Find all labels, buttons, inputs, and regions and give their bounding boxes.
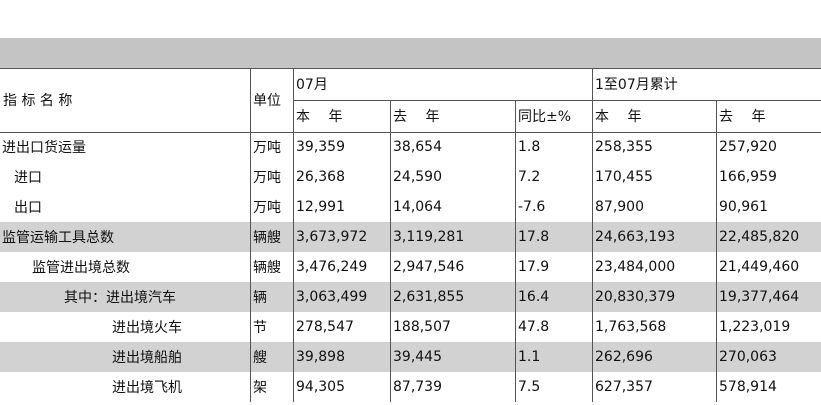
cell: 24,663,193 — [595, 229, 676, 245]
cell: 1,763,568 — [595, 319, 667, 335]
cell: 辆 — [253, 290, 267, 306]
cell: 22,485,820 — [719, 229, 800, 245]
cell: -7.6 — [518, 199, 546, 215]
cell: 辆艘 — [253, 260, 281, 276]
header-group: 1至07月累计 — [595, 77, 678, 93]
cell: 节 — [253, 320, 267, 336]
cell: 47.8 — [518, 319, 550, 335]
cell: 24,590 — [393, 169, 442, 185]
header-column: 去 年 — [719, 109, 766, 125]
cell: 87,739 — [393, 379, 442, 395]
cell: 1.1 — [518, 349, 541, 365]
cell: 23,484,000 — [595, 259, 676, 275]
table-row — [0, 162, 821, 192]
cell: 39,898 — [296, 349, 345, 365]
cell: 21,449,460 — [719, 259, 800, 275]
cell: 166,959 — [719, 169, 777, 185]
row-label: 其中：进出境汽车 — [64, 290, 176, 306]
cell: 1,223,019 — [719, 319, 791, 335]
cell: 辆艘 — [253, 230, 281, 246]
rule — [293, 68, 294, 402]
row-label: 进出境飞机 — [112, 380, 182, 396]
cell: 2,631,855 — [393, 289, 465, 305]
row-label: 进出口货运量 — [2, 140, 86, 156]
cell: 艘 — [253, 350, 267, 366]
table-row — [0, 312, 821, 342]
rule — [0, 132, 821, 133]
cell: 万吨 — [253, 200, 281, 216]
rule — [592, 68, 593, 402]
table-row — [0, 372, 821, 402]
cell: 39,359 — [296, 139, 345, 155]
cell: 7.2 — [518, 169, 541, 185]
row-label: 进口 — [14, 170, 42, 186]
cell: 16.4 — [518, 289, 550, 305]
cell: 14,064 — [393, 199, 442, 215]
cell: 270,063 — [719, 349, 777, 365]
cell: 万吨 — [253, 140, 281, 156]
rule — [716, 100, 717, 402]
cell: 19,377,464 — [719, 289, 800, 305]
rule — [293, 100, 821, 101]
cell: 3,119,281 — [393, 229, 465, 245]
table-row — [0, 342, 821, 372]
cell: 170,455 — [595, 169, 653, 185]
table-row — [0, 282, 821, 312]
rule — [515, 100, 516, 402]
cell: 万吨 — [253, 170, 281, 186]
header-column: 同比±% — [518, 109, 572, 125]
table-row — [0, 222, 821, 252]
header-column: 本 年 — [595, 109, 642, 125]
table-row — [0, 132, 821, 162]
header-column: 去 年 — [393, 109, 440, 125]
cell: 26,368 — [296, 169, 345, 185]
cell: 188,507 — [393, 319, 451, 335]
row-label: 监管进出境总数 — [32, 260, 130, 276]
cell: 39,445 — [393, 349, 442, 365]
table-row — [0, 192, 821, 222]
cell: 90,961 — [719, 199, 768, 215]
row-label: 进出境船舶 — [112, 350, 182, 366]
cell: 257,920 — [719, 139, 777, 155]
cell: 3,673,972 — [296, 229, 368, 245]
cell: 12,991 — [296, 199, 345, 215]
row-label: 进出境火车 — [112, 320, 182, 336]
header-column: 本 年 — [296, 109, 343, 125]
header-name: 指 标 名 称 — [3, 93, 73, 109]
cell: 架 — [253, 380, 267, 396]
row-label: 监管运输工具总数 — [2, 230, 114, 246]
rule — [390, 100, 391, 402]
cell: 17.8 — [518, 229, 550, 245]
cell: 627,357 — [595, 379, 653, 395]
cell: 3,476,249 — [296, 259, 368, 275]
cell: 7.5 — [518, 379, 541, 395]
cell: 17.9 — [518, 259, 550, 275]
cell: 38,654 — [393, 139, 442, 155]
title-band — [0, 38, 821, 68]
row-label: 出口 — [14, 200, 42, 216]
rule — [0, 68, 821, 69]
cell: 2,947,546 — [393, 259, 465, 275]
rule — [250, 68, 251, 402]
header-unit: 单位 — [253, 93, 281, 109]
cell: 94,305 — [296, 379, 345, 395]
cell: 258,355 — [595, 139, 653, 155]
cell: 278,547 — [296, 319, 354, 335]
cell: 578,914 — [719, 379, 777, 395]
header-group: 07月 — [296, 77, 328, 93]
cell: 20,830,379 — [595, 289, 676, 305]
cell: 262,696 — [595, 349, 653, 365]
cell: 87,900 — [595, 199, 644, 215]
table-row — [0, 252, 821, 282]
cell: 3,063,499 — [296, 289, 368, 305]
cell: 1.8 — [518, 139, 541, 155]
